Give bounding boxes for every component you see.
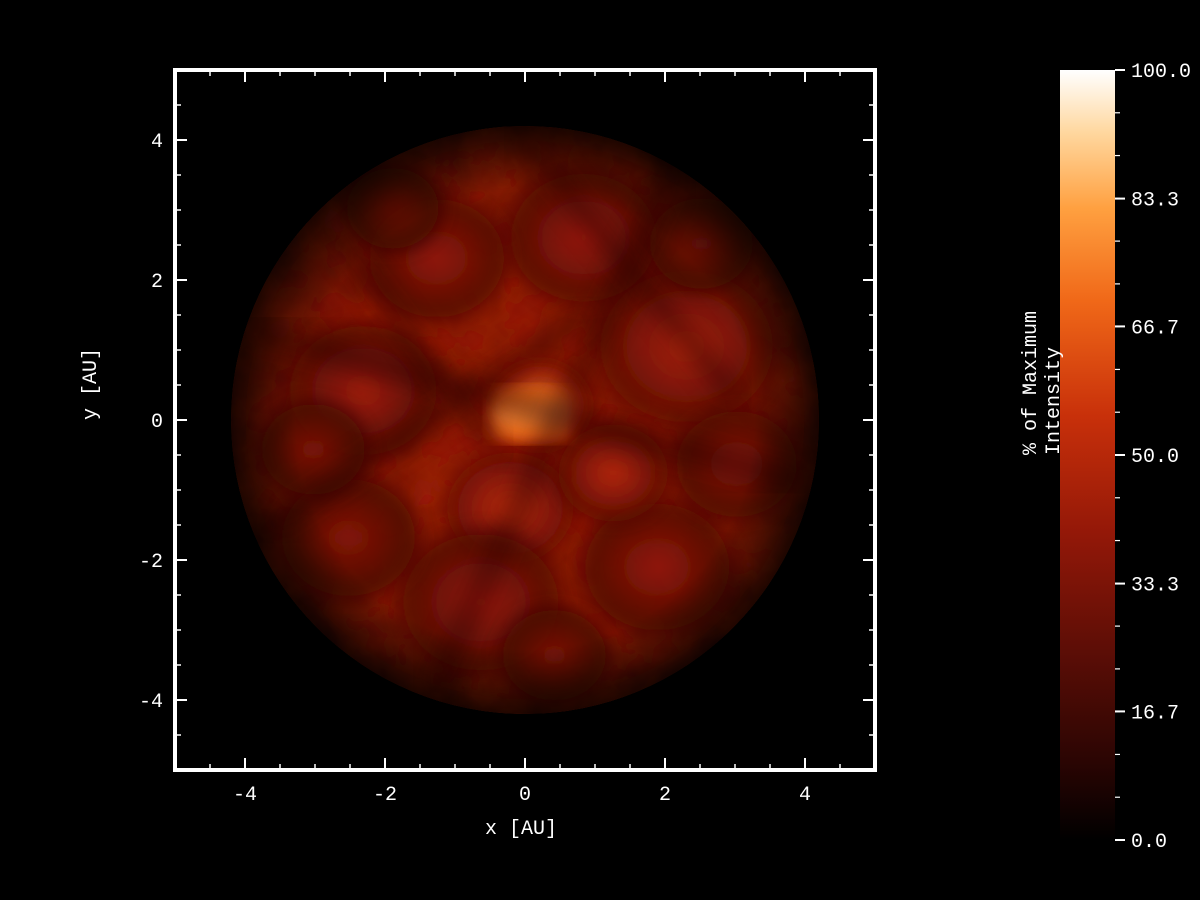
y-tick-label: 4 [151, 131, 163, 154]
colorbar-tick-label: 83.3 [1131, 190, 1179, 213]
y-tick-label: -2 [139, 551, 163, 574]
x-tick-label: 0 [519, 784, 531, 807]
colorbar-tick-label: 0.0 [1131, 831, 1167, 850]
figure-container: { "canvas": { "width": 1200, "height": 9… [0, 0, 1200, 900]
colorbar-tick-label: 16.7 [1131, 702, 1179, 725]
x-tick-label: 4 [799, 784, 811, 807]
x-tick-label: -4 [233, 784, 257, 807]
colorbar-label: % of Maximum Intensity [1020, 275, 1066, 455]
colorbar-tick-label: 33.3 [1131, 575, 1179, 598]
x-tick-label: 2 [659, 784, 671, 807]
colorbar-tick-label: 66.7 [1131, 317, 1179, 340]
colorbar: 100.0 83.3 66.7 50.0 33.3 16.7 0.0 [1055, 60, 1200, 850]
colorbar-tick-label: 100.0 [1131, 61, 1191, 84]
y-axis-label: y [AU] [80, 348, 103, 420]
x-tick-label: -2 [373, 784, 397, 807]
colorbar-tick-label: 50.0 [1131, 446, 1179, 469]
y-tick-label: 2 [151, 271, 163, 294]
x-axis-label: x [AU] [485, 818, 557, 841]
intensity-map: -4 -2 0 2 4 -4 -2 0 2 4 [75, 0, 975, 870]
y-tick-label: 0 [151, 411, 163, 434]
y-tick-label: -4 [139, 691, 163, 714]
